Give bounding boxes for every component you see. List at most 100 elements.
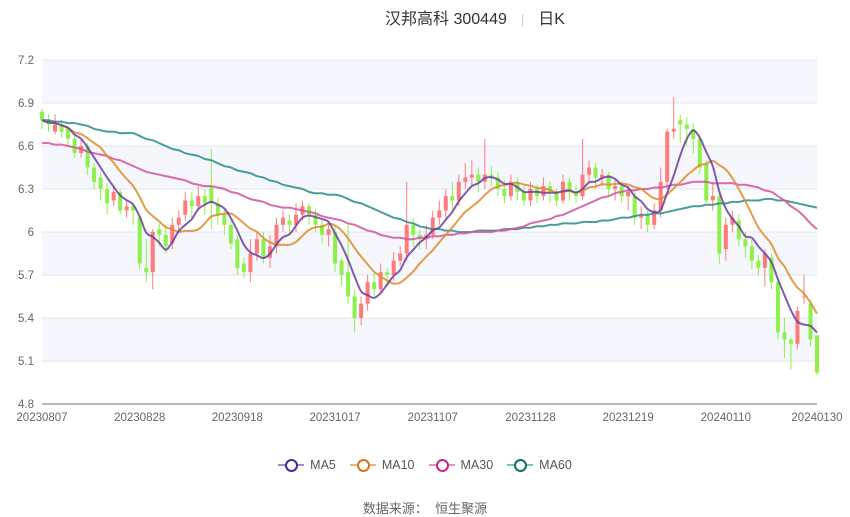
candle-up [124,206,129,211]
y-tick-label: 5.7 [18,270,34,282]
legend-swatch [428,458,455,472]
x-tick-label: 20230828 [114,412,165,424]
candle-up [53,124,58,132]
x-tick-label: 20230918 [212,412,263,424]
candle-up [267,246,272,258]
y-tick-label: 6.3 [18,184,34,196]
candle-down [307,206,312,215]
candle-down [189,200,194,207]
period-label: 日K [538,11,565,28]
ma-line-ma30 [41,142,818,241]
candle-down [202,196,207,204]
title-separator: | [520,12,525,27]
candle-down [632,196,637,218]
candle-up [183,200,188,215]
candle-down [313,214,318,225]
legend-item-ma60[interactable]: MA60 [507,458,572,472]
candle-up [541,186,546,197]
candle-up [710,196,715,201]
candle-down [40,111,44,121]
data-source: 数据来源： 恒生聚源 [0,498,850,517]
candle-down [495,177,500,189]
candle-down [756,260,761,268]
candle-down [215,203,220,215]
legend-item-ma30[interactable]: MA30 [428,458,494,472]
candle-down [333,232,338,264]
candle-down [808,303,813,340]
candle-down [339,260,344,275]
candle-down [411,224,416,235]
x-tick-label: 20240110 [701,412,751,424]
candle-up [274,224,279,247]
ma-line-ma5 [41,119,818,334]
candle-down [684,124,689,129]
source-value: 恒生聚源 [435,501,488,516]
candle-down [645,214,650,225]
candle-up [326,229,331,235]
legend-swatch [349,458,376,472]
candle-down [98,177,103,189]
legend-label: MA30 [460,458,494,472]
candle-up [639,214,644,218]
candle-down [222,214,227,225]
candle-down [346,272,351,297]
stock-title: 汉邦高科 300449 [385,11,507,28]
candle-down [287,220,292,225]
legend-label: MA10 [381,458,415,472]
candle-down [235,239,240,268]
legend-item-ma10[interactable]: MA10 [349,458,415,472]
candle-down [209,186,214,204]
candle-up [463,177,468,182]
candle-up [801,296,806,298]
candle-up [652,210,657,225]
candle-up [469,174,474,178]
x-tick-label: 20231107 [408,412,458,424]
candle-up [795,310,800,344]
candle-down [775,282,780,333]
candle-up [443,196,448,211]
candle-up [580,174,585,197]
candle-up [723,224,728,250]
candle-up [398,253,403,261]
candle-down [66,128,71,139]
candle-down [736,220,741,240]
candle-down [450,196,455,201]
x-tick-label: 20230807 [16,412,67,424]
candle-up [111,191,116,201]
candle-up [176,217,181,225]
y-tick-label: 6.6 [18,141,34,153]
candle-down [261,239,266,258]
candle-up [587,167,592,175]
candle-up [365,282,370,304]
y-tick-label: 7.2 [18,55,34,67]
candle-down [502,189,507,197]
candle-up [613,186,618,189]
grid-band [42,318,817,361]
candle-up [437,210,442,218]
candle-down [59,124,64,132]
legend-item-ma5[interactable]: MA5 [278,458,336,472]
candle-down [574,191,579,197]
candle-up [391,260,396,275]
source-label: 数据来源： [362,501,428,516]
candle-down [743,239,748,247]
candle-up [658,181,663,211]
x-tick-label: 20240130 [791,412,842,424]
candle-down [157,229,162,235]
candle-down [606,174,611,189]
candle-up [378,272,383,290]
candle-down [131,206,136,211]
candle-down [352,296,357,318]
legend-swatch [507,458,534,472]
candle-up [671,128,676,132]
candle-down [105,189,110,204]
candle-down [554,191,559,201]
candle-down [320,224,325,235]
candle-down [769,257,774,283]
candle-down [593,167,598,178]
grid-band [42,60,817,103]
candle-up [293,214,298,225]
x-tick-label: 20231128 [505,412,555,424]
candle-up [196,196,201,207]
